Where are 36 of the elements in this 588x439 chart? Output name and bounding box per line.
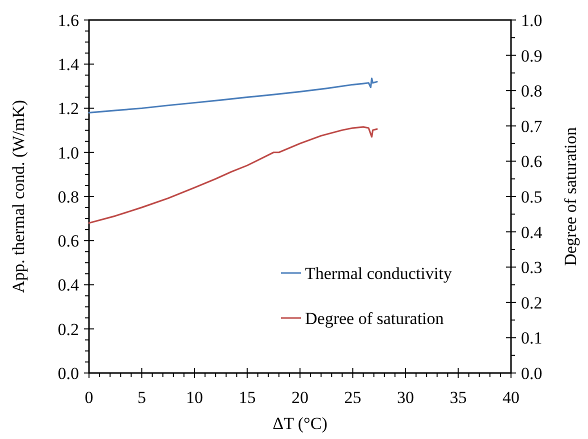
x-tick-label: 35 bbox=[450, 388, 467, 407]
y-tick-label: 0.0 bbox=[58, 364, 79, 383]
y2-tick-label: 0.0 bbox=[521, 364, 542, 383]
y2-tick-label: 0.6 bbox=[521, 152, 542, 172]
y-tick-label: 0.6 bbox=[58, 232, 79, 251]
legend-label: Thermal conductivity bbox=[305, 264, 452, 283]
y2-tick-label: 0.7 bbox=[521, 116, 543, 136]
legend-label: Degree of saturation bbox=[305, 308, 444, 328]
y2-tick-label: 0.8 bbox=[521, 82, 542, 101]
x-axis-title: ΔT (°C) bbox=[272, 414, 328, 433]
y2-tick-label: 0.2 bbox=[521, 293, 542, 312]
x-tick-label: 15 bbox=[238, 388, 256, 407]
x-tick-label: 10 bbox=[186, 388, 203, 407]
y-tick-label: 1.0 bbox=[58, 143, 79, 162]
x-tick-label: 20 bbox=[292, 388, 308, 407]
y-axis-title: App. thermal cond. (W/mK) bbox=[9, 100, 28, 294]
y2-tick-label: 0.3 bbox=[521, 258, 542, 278]
y-tick-label: 1.4 bbox=[58, 55, 80, 74]
y2-tick-label: 0.4 bbox=[521, 222, 543, 242]
y-tick-label: 0.2 bbox=[58, 320, 79, 339]
x-tick-label: 5 bbox=[138, 388, 146, 407]
line-series bbox=[88, 78, 378, 114]
y2-tick-label: 1.0 bbox=[521, 10, 542, 30]
x-tick-label: 30 bbox=[397, 388, 414, 407]
y-tick-label: 0.4 bbox=[58, 276, 80, 295]
y2-axis-title: Degree of saturation bbox=[561, 126, 580, 266]
x-tick-label: 25 bbox=[344, 388, 362, 407]
y2-tick-label: 0.9 bbox=[521, 46, 542, 66]
y2-tick-label: 0.1 bbox=[521, 328, 542, 348]
x-tick-label: 0 bbox=[84, 388, 94, 407]
x-tick-label: 40 bbox=[502, 388, 520, 407]
line-series bbox=[88, 126, 378, 224]
y2-tick-label: 0.5 bbox=[521, 187, 542, 206]
y-tick-label: 1.2 bbox=[58, 99, 79, 118]
y-tick-label: 1.6 bbox=[58, 10, 79, 30]
y-tick-label: 0.8 bbox=[58, 187, 79, 206]
